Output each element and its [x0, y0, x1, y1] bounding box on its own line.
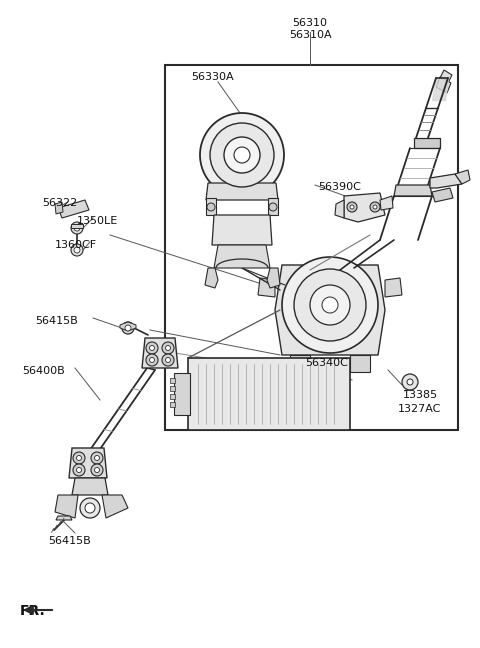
Circle shape [350, 205, 354, 209]
Text: 56322: 56322 [42, 198, 77, 208]
Text: 13385: 13385 [402, 390, 438, 400]
Bar [188, 358, 350, 430]
Bar [170, 378, 175, 383]
Bar [170, 386, 175, 391]
Text: 56415B: 56415B [48, 536, 91, 546]
Circle shape [74, 225, 80, 231]
Circle shape [149, 358, 155, 362]
Circle shape [310, 285, 350, 325]
Text: 56330A: 56330A [192, 72, 234, 82]
Polygon shape [214, 245, 270, 268]
Polygon shape [432, 188, 453, 202]
Polygon shape [205, 268, 218, 288]
Polygon shape [72, 478, 108, 495]
Polygon shape [385, 278, 402, 297]
Circle shape [76, 467, 82, 472]
Circle shape [407, 379, 413, 385]
Text: 1360CF: 1360CF [55, 240, 97, 250]
Circle shape [91, 464, 103, 476]
Polygon shape [212, 215, 272, 245]
Circle shape [146, 342, 158, 354]
Polygon shape [268, 198, 278, 215]
Polygon shape [267, 268, 280, 288]
Circle shape [224, 137, 260, 173]
Polygon shape [55, 495, 78, 518]
Polygon shape [290, 355, 310, 372]
Circle shape [294, 269, 366, 341]
Circle shape [162, 342, 174, 354]
Circle shape [95, 467, 99, 472]
Circle shape [146, 354, 158, 366]
Circle shape [166, 358, 170, 362]
Polygon shape [335, 200, 344, 218]
Circle shape [234, 147, 250, 163]
Polygon shape [275, 265, 385, 355]
Circle shape [370, 202, 380, 212]
Circle shape [91, 452, 103, 464]
Circle shape [200, 113, 284, 197]
Bar [170, 402, 175, 407]
Circle shape [73, 464, 85, 476]
Text: 56310: 56310 [292, 18, 327, 28]
Polygon shape [350, 355, 370, 372]
Polygon shape [58, 200, 89, 218]
Circle shape [71, 222, 83, 234]
Circle shape [269, 203, 277, 211]
Text: 56415B: 56415B [35, 316, 78, 326]
Polygon shape [56, 516, 72, 520]
Polygon shape [436, 77, 451, 93]
Text: 56340C: 56340C [305, 358, 348, 368]
Circle shape [207, 203, 215, 211]
Polygon shape [206, 183, 278, 200]
Polygon shape [430, 174, 462, 188]
Circle shape [347, 202, 357, 212]
Text: 56310A: 56310A [288, 30, 331, 40]
Text: 56400B: 56400B [22, 366, 65, 376]
Polygon shape [440, 70, 452, 83]
Circle shape [76, 456, 82, 461]
Polygon shape [394, 185, 432, 196]
Polygon shape [69, 448, 107, 478]
Polygon shape [55, 202, 63, 214]
Circle shape [166, 345, 170, 351]
Polygon shape [142, 338, 178, 368]
Bar [174, 373, 190, 415]
Circle shape [162, 354, 174, 366]
Circle shape [74, 247, 80, 253]
Text: FR.: FR. [20, 604, 46, 618]
Circle shape [122, 322, 134, 334]
Text: 56390C: 56390C [318, 182, 361, 192]
Polygon shape [258, 278, 275, 297]
Circle shape [95, 456, 99, 461]
Circle shape [210, 123, 274, 187]
Circle shape [149, 345, 155, 351]
Polygon shape [206, 198, 216, 215]
Circle shape [282, 257, 378, 353]
Text: 1350LE: 1350LE [77, 216, 118, 226]
Circle shape [73, 452, 85, 464]
Circle shape [322, 297, 338, 313]
Polygon shape [344, 193, 385, 222]
Polygon shape [380, 196, 393, 210]
Polygon shape [120, 322, 136, 331]
Polygon shape [102, 495, 128, 518]
Circle shape [85, 503, 95, 513]
Circle shape [71, 244, 83, 256]
Polygon shape [71, 224, 83, 228]
Text: 1327AC: 1327AC [398, 404, 442, 414]
Bar [165, 65, 458, 430]
Bar [170, 394, 175, 399]
Polygon shape [414, 138, 440, 148]
Circle shape [80, 498, 100, 518]
Circle shape [125, 325, 131, 331]
Polygon shape [455, 170, 470, 184]
Circle shape [373, 205, 377, 209]
Circle shape [402, 374, 418, 390]
